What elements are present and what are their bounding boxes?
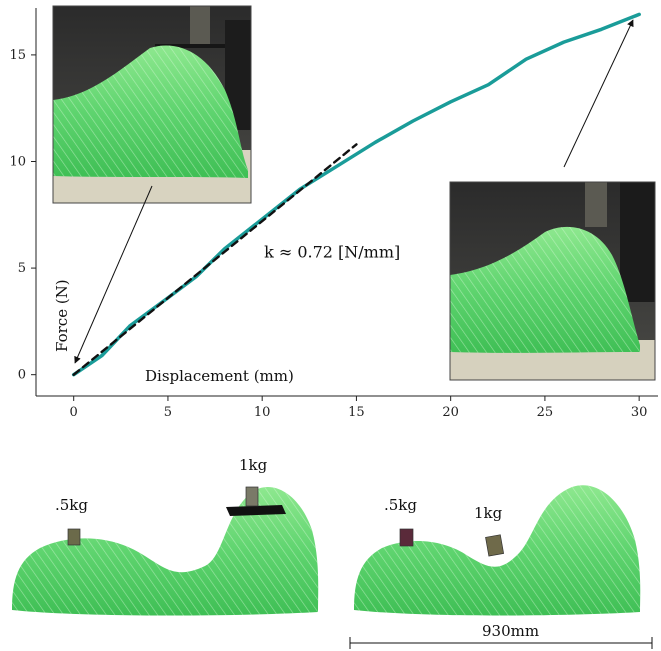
inset-photo-left (52, 5, 252, 204)
series-layer (71, 12, 641, 377)
x-tick-label: 20 (442, 405, 459, 420)
weight-small-left (67, 528, 81, 546)
y-tick-label: 0 (18, 368, 26, 383)
weight-large-left (245, 486, 259, 507)
y-axis-title: Force (N) (53, 279, 71, 352)
x-tick-label: 15 (348, 405, 365, 420)
series-line-measured (71, 12, 641, 377)
label-half-kg-right: .5kg (384, 496, 417, 514)
y-tick-label: 15 (9, 48, 26, 63)
weight-large-right (485, 534, 505, 557)
arrow-right-inset (563, 19, 634, 168)
arrow-left-inset (74, 185, 153, 364)
bottom-photo-left (12, 486, 319, 616)
label-1kg-left: 1kg (239, 456, 268, 474)
x-tick-label: 10 (254, 405, 271, 420)
x-tick-label: 25 (537, 405, 554, 420)
chart-axes: 0 5 10 15 20 25 30 0 5 10 15 (9, 8, 658, 420)
bottom-photo-right (354, 485, 641, 616)
dimension-label: 930mm (482, 622, 539, 640)
x-tick-label: 5 (164, 405, 172, 420)
y-tick-label: 5 (18, 261, 26, 276)
weight-small-right (399, 528, 414, 547)
label-1kg-right: 1kg (474, 504, 503, 522)
label-half-kg-left: .5kg (55, 496, 88, 514)
plate-left (226, 505, 286, 516)
x-tick-label: 0 (70, 405, 78, 420)
y-tick-label: 10 (9, 154, 26, 169)
y-ticks: 0 5 10 15 (9, 48, 36, 383)
x-tick-label: 30 (631, 405, 648, 420)
inset-photo-right (449, 181, 656, 381)
series-line-linear-fit (72, 143, 358, 376)
x-ticks: 0 5 10 15 20 25 30 (70, 396, 648, 420)
x-axis-title: Displacement (mm) (145, 367, 294, 385)
slope-annotation: k ≈ 0.72 [N/mm] (264, 242, 400, 261)
dimension-line (349, 637, 653, 649)
